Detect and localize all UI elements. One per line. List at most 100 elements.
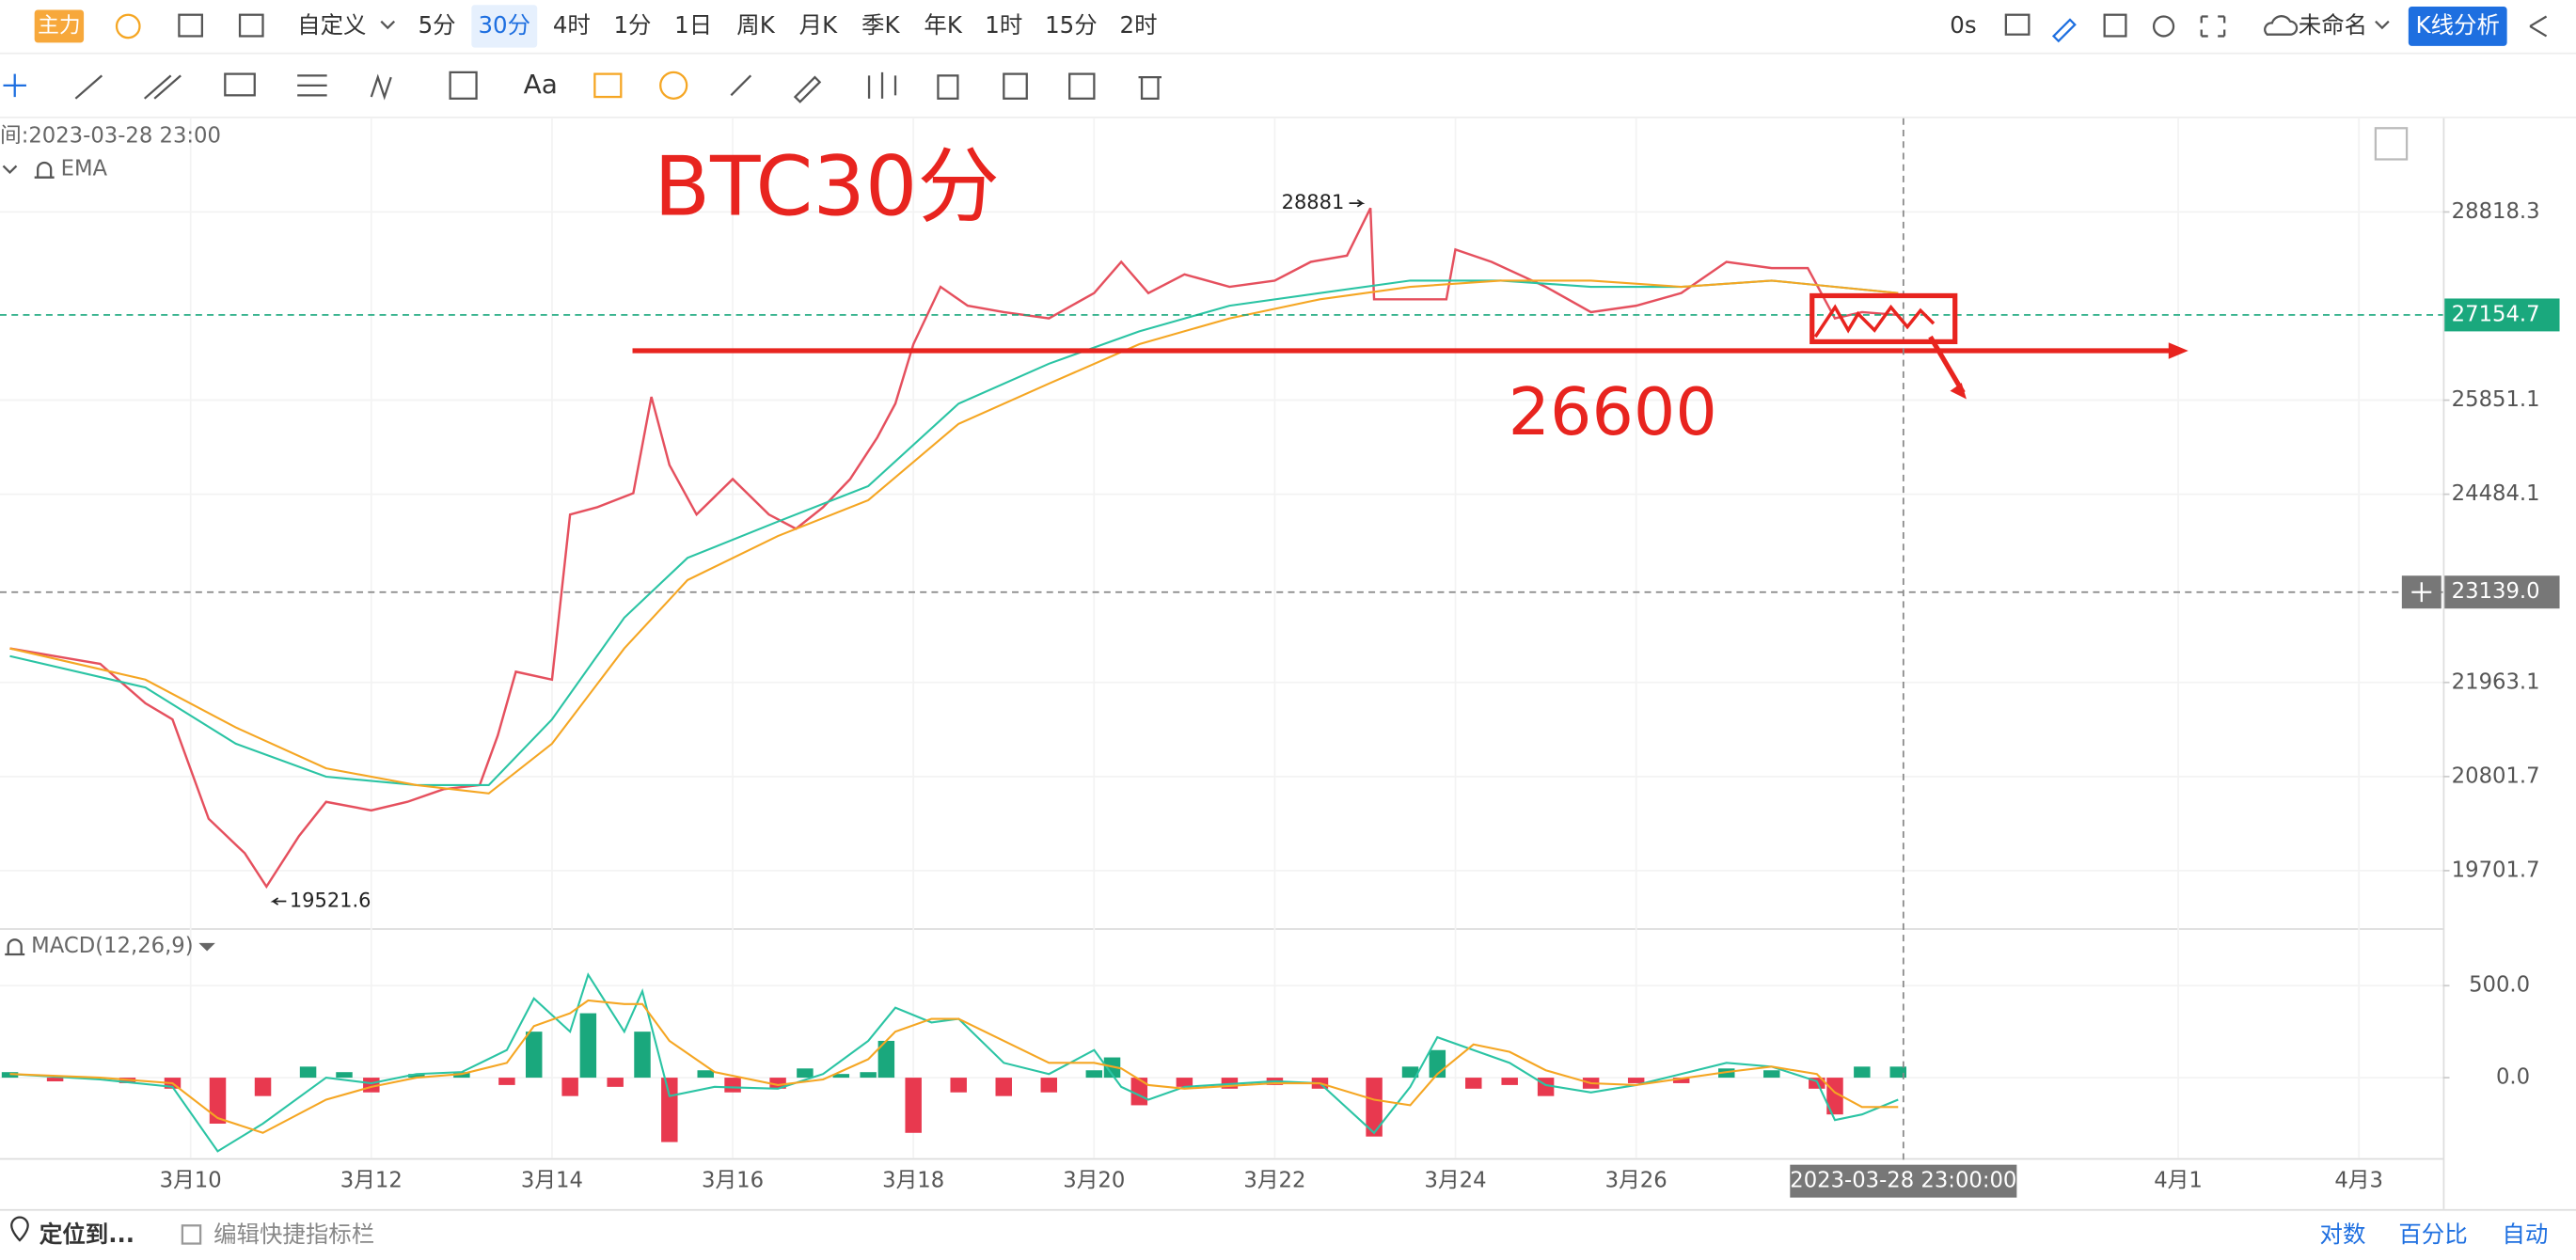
x-tick-label: 3月24 <box>1425 1169 1487 1193</box>
edit-icon <box>181 1224 202 1245</box>
macd-bar <box>561 1078 578 1096</box>
fib-tool[interactable] <box>297 74 327 97</box>
candle-tool[interactable] <box>867 71 897 99</box>
interval-active-bg[interactable] <box>471 5 538 48</box>
macd-bar <box>336 1072 353 1079</box>
calendar-icon[interactable] <box>178 13 203 38</box>
copy-tool[interactable] <box>937 74 959 100</box>
y-tick-label: 28818.3 <box>2452 199 2540 224</box>
interval[interactable]: 4时 <box>553 11 591 39</box>
timer: 0s <box>1950 11 1976 39</box>
magnet-tool[interactable] <box>593 72 623 99</box>
macd-bar <box>1366 1078 1383 1137</box>
interval[interactable]: 5分 <box>419 11 456 39</box>
pattern-zigzag <box>1813 304 1936 339</box>
y-tick-label: 21963.1 <box>2452 669 2540 694</box>
level-arrow-head <box>2168 342 2189 359</box>
auto-toggle[interactable]: 自动 <box>2502 1221 2548 1248</box>
interval[interactable]: 周K <box>736 11 775 39</box>
brush-tool[interactable] <box>793 75 822 103</box>
percent-toggle[interactable]: 百分比 <box>2398 1221 2467 1248</box>
expand-icon[interactable] <box>2374 127 2409 161</box>
x-tick-label: 3月12 <box>340 1169 403 1193</box>
low-arrow <box>270 897 287 906</box>
macd-bar <box>408 1074 425 1079</box>
crosshair-x-bg <box>1790 1164 2017 1198</box>
clone-tool[interactable] <box>1003 72 1028 100</box>
analysis-button-bg[interactable] <box>2408 6 2507 46</box>
macd-bar <box>769 1078 786 1089</box>
window-icon[interactable] <box>2103 13 2127 38</box>
interval[interactable]: 季K <box>861 11 900 39</box>
badge[interactable]: 主力 <box>38 13 80 38</box>
interval[interactable]: 1日 <box>674 11 712 39</box>
interval[interactable]: 1分 <box>614 11 652 39</box>
camera-icon[interactable] <box>2004 13 2031 36</box>
text-tool[interactable]: Aa <box>524 69 558 100</box>
bell-icon <box>5 938 25 956</box>
interval[interactable]: 2时 <box>1120 11 1158 39</box>
x-tick-label: 3月22 <box>1243 1169 1305 1193</box>
macd-legend[interactable]: MACD(12,26,9) <box>31 934 193 958</box>
bell-icon <box>34 161 55 179</box>
ruler-tool[interactable] <box>730 74 752 97</box>
collapse-chevron[interactable] <box>2 165 18 175</box>
macd-bar <box>525 1032 543 1079</box>
macd-bar <box>1176 1078 1193 1087</box>
share-icon[interactable] <box>2529 15 2548 38</box>
locate[interactable]: 定位到... <box>40 1221 134 1248</box>
interval[interactable]: 月K <box>799 11 838 39</box>
macd-bar <box>1401 1066 1419 1079</box>
edit-shortcuts[interactable]: 编辑快捷指标栏 <box>213 1221 374 1248</box>
log-toggle[interactable]: 对数 <box>2320 1221 2366 1248</box>
edit-tool[interactable] <box>1068 72 1096 100</box>
crosshair-tool[interactable] <box>3 73 26 98</box>
fullscreen-icon[interactable] <box>2200 15 2226 38</box>
interval[interactable]: 15分 <box>1045 11 1098 39</box>
overlay: 26600 BTC30分 28881 19521.6 23139.0 2023-03-28… <box>0 118 2560 1198</box>
layout-icon[interactable] <box>238 13 264 38</box>
ema-line <box>9 279 1899 795</box>
indicator-legend[interactable]: EMA <box>61 156 108 181</box>
line-tool[interactable] <box>74 74 103 100</box>
chevron <box>380 20 396 30</box>
x-tick-label: 3月18 <box>882 1169 944 1193</box>
macd-bar <box>1040 1078 1058 1093</box>
dropdown[interactable] <box>198 942 215 952</box>
macd-bar <box>1763 1070 1780 1079</box>
layout-name[interactable]: 未命名 <box>2299 11 2367 39</box>
price-line <box>9 207 1899 890</box>
interval[interactable]: 年K <box>924 11 962 39</box>
ema-line <box>9 279 1899 786</box>
high-label: 28881 <box>1282 191 1345 213</box>
macd-bar <box>905 1078 922 1133</box>
wave-tool[interactable] <box>370 73 392 101</box>
macd-bar <box>607 1078 624 1087</box>
locate-icon <box>10 1216 29 1242</box>
channel-tool[interactable] <box>143 74 182 100</box>
macd-bar <box>254 1078 272 1096</box>
rect-tool[interactable] <box>224 72 256 97</box>
settings-icon[interactable] <box>2152 15 2175 38</box>
measure-tool[interactable] <box>449 71 478 100</box>
interval[interactable]: 1时 <box>985 11 1022 39</box>
delete-tool[interactable] <box>1138 75 1162 100</box>
analysis-button[interactable]: K线分析 <box>2416 11 2500 39</box>
lock-tool[interactable] <box>659 71 688 100</box>
chevron <box>2375 20 2390 30</box>
y-tick-label: 20801.7 <box>2452 764 2540 788</box>
crosshair-y-bg <box>2444 575 2560 609</box>
macd-bar <box>634 1032 651 1079</box>
time-legend: 间:2023-03-28 23:00 <box>0 124 221 149</box>
chart-title: BTC30分 <box>654 138 1000 234</box>
flash-icon[interactable] <box>115 13 141 39</box>
last-price-bg <box>2444 298 2560 332</box>
pen-icon[interactable] <box>2051 18 2077 43</box>
macd-bar <box>46 1078 64 1081</box>
macd-bar <box>579 1013 597 1079</box>
x-tick-label: 4月3 <box>2334 1169 2383 1193</box>
crosshair-y-label: 23139.0 <box>2452 579 2540 604</box>
custom-interval[interactable]: 自定义 <box>297 11 366 39</box>
interval[interactable]: 30分 <box>478 11 530 39</box>
